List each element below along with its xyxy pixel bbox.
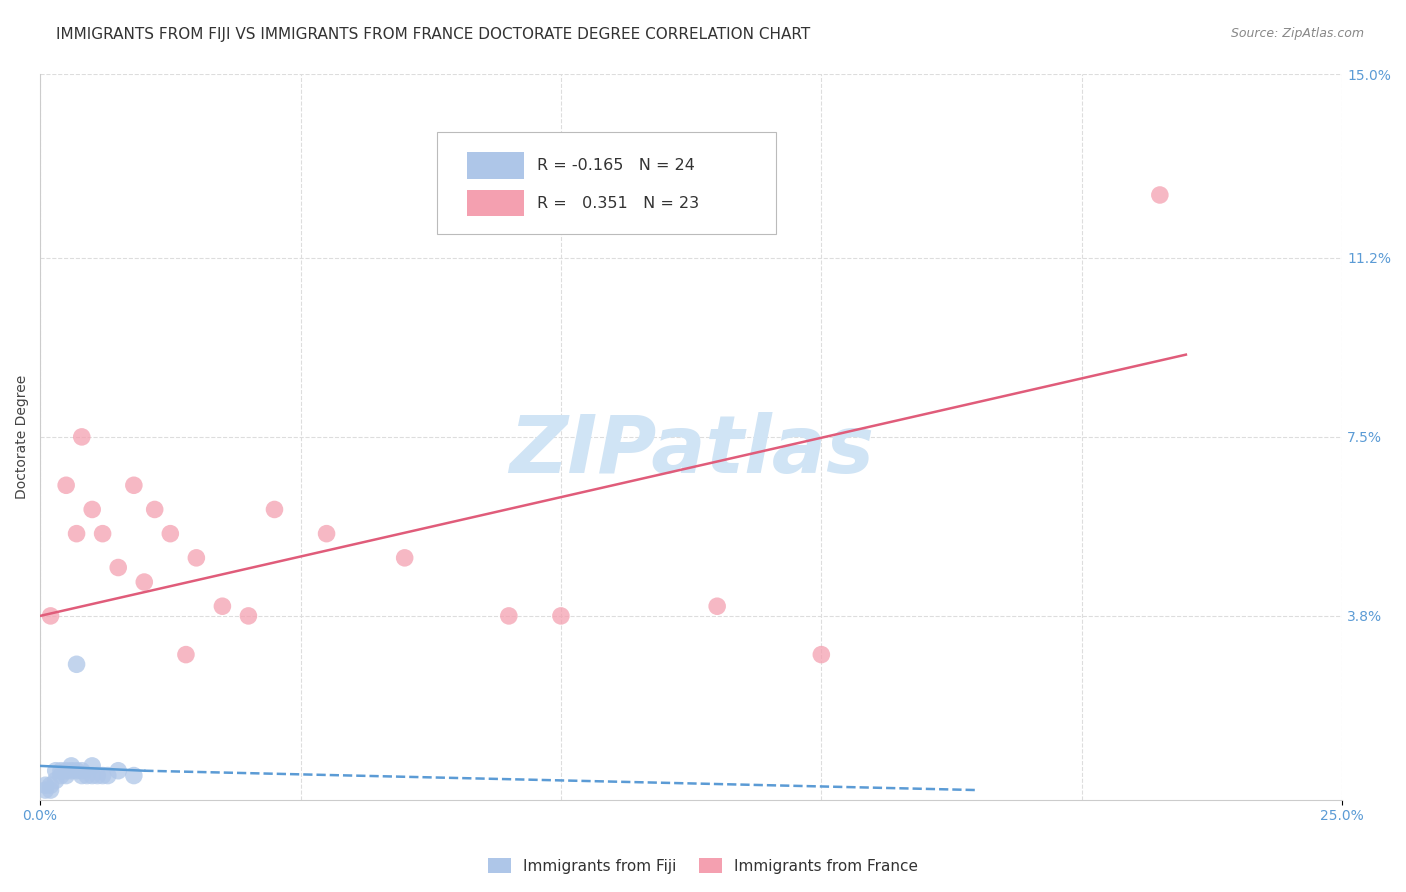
Point: [45, 773, 67, 788]
FancyBboxPatch shape: [437, 132, 776, 234]
Point: [91, 526, 114, 541]
Text: R = -0.165   N = 24: R = -0.165 N = 24: [537, 158, 696, 173]
Point: [159, 526, 181, 541]
Point: [60, 759, 83, 773]
Point: [65, 657, 87, 672]
Point: [107, 764, 129, 778]
Point: [143, 502, 166, 516]
Point: [65, 764, 87, 778]
FancyBboxPatch shape: [467, 190, 524, 216]
Point: [55, 768, 77, 782]
Point: [39, 778, 62, 792]
Point: [107, 560, 129, 574]
Point: [810, 648, 832, 662]
Point: [60, 764, 83, 778]
Point: [55, 478, 77, 492]
Point: [49, 764, 72, 778]
Text: IMMIGRANTS FROM FIJI VS IMMIGRANTS FROM FRANCE DOCTORATE DEGREE CORRELATION CHAR: IMMIGRANTS FROM FIJI VS IMMIGRANTS FROM …: [56, 27, 810, 42]
Point: [70, 768, 93, 782]
Text: ZIPatlas: ZIPatlas: [509, 412, 873, 491]
Point: [55, 764, 77, 778]
Point: [70, 764, 93, 778]
Point: [97, 768, 120, 782]
Point: [122, 478, 145, 492]
Point: [706, 599, 728, 614]
Point: [122, 768, 145, 782]
Point: [174, 648, 197, 662]
Point: [238, 608, 260, 623]
Point: [211, 599, 233, 614]
Point: [34, 778, 56, 792]
Y-axis label: Doctorate Degree: Doctorate Degree: [15, 375, 30, 499]
Point: [82, 502, 104, 516]
Text: R =   0.351   N = 23: R = 0.351 N = 23: [537, 195, 700, 211]
Point: [550, 608, 572, 623]
FancyBboxPatch shape: [467, 153, 524, 178]
Point: [82, 768, 104, 782]
Point: [498, 608, 520, 623]
Point: [76, 768, 98, 782]
Point: [34, 783, 56, 797]
Point: [39, 608, 62, 623]
Point: [263, 502, 285, 516]
Point: [1149, 188, 1171, 202]
Text: Source: ZipAtlas.com: Source: ZipAtlas.com: [1230, 27, 1364, 40]
Point: [315, 526, 337, 541]
Point: [39, 783, 62, 797]
Point: [45, 764, 67, 778]
Point: [186, 550, 208, 565]
Point: [82, 759, 104, 773]
Point: [65, 526, 87, 541]
Legend: Immigrants from Fiji, Immigrants from France: Immigrants from Fiji, Immigrants from Fr…: [482, 852, 924, 880]
Point: [70, 430, 93, 444]
Point: [49, 768, 72, 782]
Point: [134, 575, 156, 590]
Point: [86, 768, 108, 782]
Point: [91, 768, 114, 782]
Point: [394, 550, 416, 565]
